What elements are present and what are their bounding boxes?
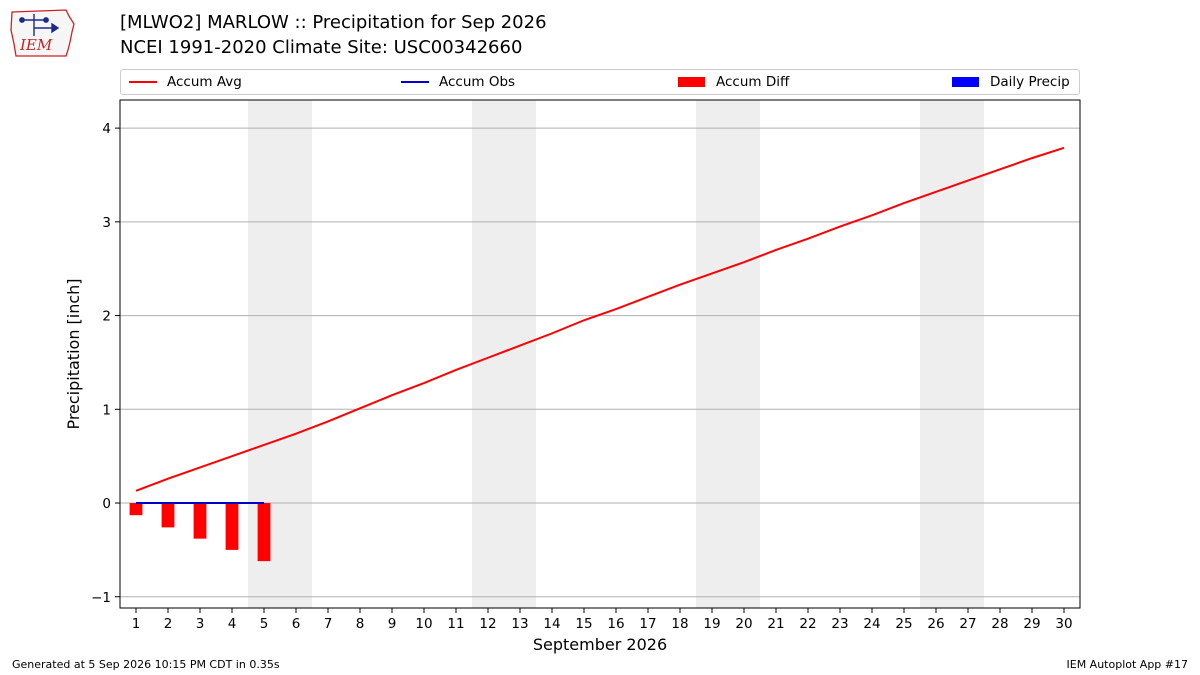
legend-swatch-accum-diff	[678, 77, 705, 87]
x-tick-label: 7	[324, 616, 333, 632]
weekend-shade-band	[472, 100, 536, 608]
legend-swatch-daily-precip	[952, 77, 979, 87]
bar-accum-diff	[193, 503, 207, 539]
x-tick-label: 11	[447, 616, 464, 632]
iem-logo: IEM	[10, 9, 75, 57]
x-tick-label: 30	[1055, 616, 1072, 632]
x-tick-label: 12	[479, 616, 496, 632]
legend-item-accum-diff: Accum Diff	[678, 73, 789, 91]
bar-accum-diff	[257, 503, 271, 562]
x-tick-label: 18	[671, 616, 688, 632]
bar-accum-diff	[225, 503, 239, 550]
weekend-shade-band	[920, 100, 984, 608]
x-tick-label: 4	[228, 616, 237, 632]
x-tick-label: 26	[927, 616, 944, 632]
y-tick-label: 1	[102, 402, 111, 418]
x-tick-label: 28	[991, 616, 1008, 632]
y-axis-label: Precipitation [inch]	[64, 278, 83, 429]
y-tick-label: 0	[102, 496, 111, 512]
x-tick-label: 8	[356, 616, 365, 632]
x-tick-label: 25	[895, 616, 912, 632]
legend-label-daily-precip: Daily Precip	[990, 74, 1070, 90]
y-tick-label: 2	[102, 309, 111, 325]
logo-text: IEM	[19, 36, 53, 54]
x-tick-label: 17	[639, 616, 656, 632]
weather-station-icon	[19, 14, 60, 36]
x-tick-label: 29	[1023, 616, 1040, 632]
x-axis-label: September 2026	[533, 635, 667, 654]
x-tick-label: 9	[388, 616, 397, 632]
chart-subtitle: NCEI 1991-2020 Climate Site: USC00342660	[120, 37, 523, 58]
plot-frame	[119, 99, 1081, 609]
x-tick-label: 3	[196, 616, 205, 632]
x-tick-label: 14	[543, 616, 560, 632]
y-tick-label: −1	[91, 590, 111, 606]
x-tick-label: 5	[260, 616, 269, 632]
x-tick-label: 6	[292, 616, 301, 632]
x-tick-label: 13	[511, 616, 528, 632]
legend-label-accum-avg: Accum Avg	[167, 74, 242, 90]
x-tick-label: 16	[607, 616, 624, 632]
legend-label-accum-obs: Accum Obs	[439, 74, 516, 90]
bar-accum-diff	[161, 503, 175, 528]
x-tick-label: 24	[863, 616, 880, 632]
x-tick-label: 1	[132, 616, 141, 632]
legend-label-accum-diff: Accum Diff	[716, 74, 790, 90]
bar-accum-diff	[129, 503, 143, 516]
y-tick-label: 4	[102, 121, 111, 137]
legend-swatch-accum-obs	[401, 81, 429, 83]
legend-item-daily-precip: Daily Precip	[952, 73, 1070, 91]
weekend-shade-band	[696, 100, 760, 608]
x-tick-label: 20	[735, 616, 752, 632]
x-tick-label: 23	[831, 616, 848, 632]
legend-item-accum-obs: Accum Obs	[401, 73, 515, 91]
generated-timestamp: Generated at 5 Sep 2026 10:15 PM CDT in …	[12, 658, 280, 671]
x-tick-label: 10	[415, 616, 432, 632]
legend-item-accum-avg: Accum Avg	[129, 73, 242, 91]
legend-swatch-accum-avg	[129, 81, 157, 83]
x-tick-label: 19	[703, 616, 720, 632]
x-tick-label: 21	[767, 616, 784, 632]
chart-title: [MLWO2] MARLOW :: Precipitation for Sep …	[120, 12, 547, 33]
iowa-outline-shape	[10, 9, 75, 57]
x-tick-label: 15	[575, 616, 592, 632]
y-tick-label: 3	[102, 215, 111, 231]
chart-legend: Accum Avg Accum Obs Accum Diff Daily Pre…	[120, 69, 1080, 95]
x-tick-label: 22	[799, 616, 816, 632]
app-identifier: IEM Autoplot App #17	[1066, 658, 1189, 671]
x-tick-label: 27	[959, 616, 976, 632]
line-accum-avg	[135, 146, 1065, 492]
x-tick-label: 2	[164, 616, 173, 632]
